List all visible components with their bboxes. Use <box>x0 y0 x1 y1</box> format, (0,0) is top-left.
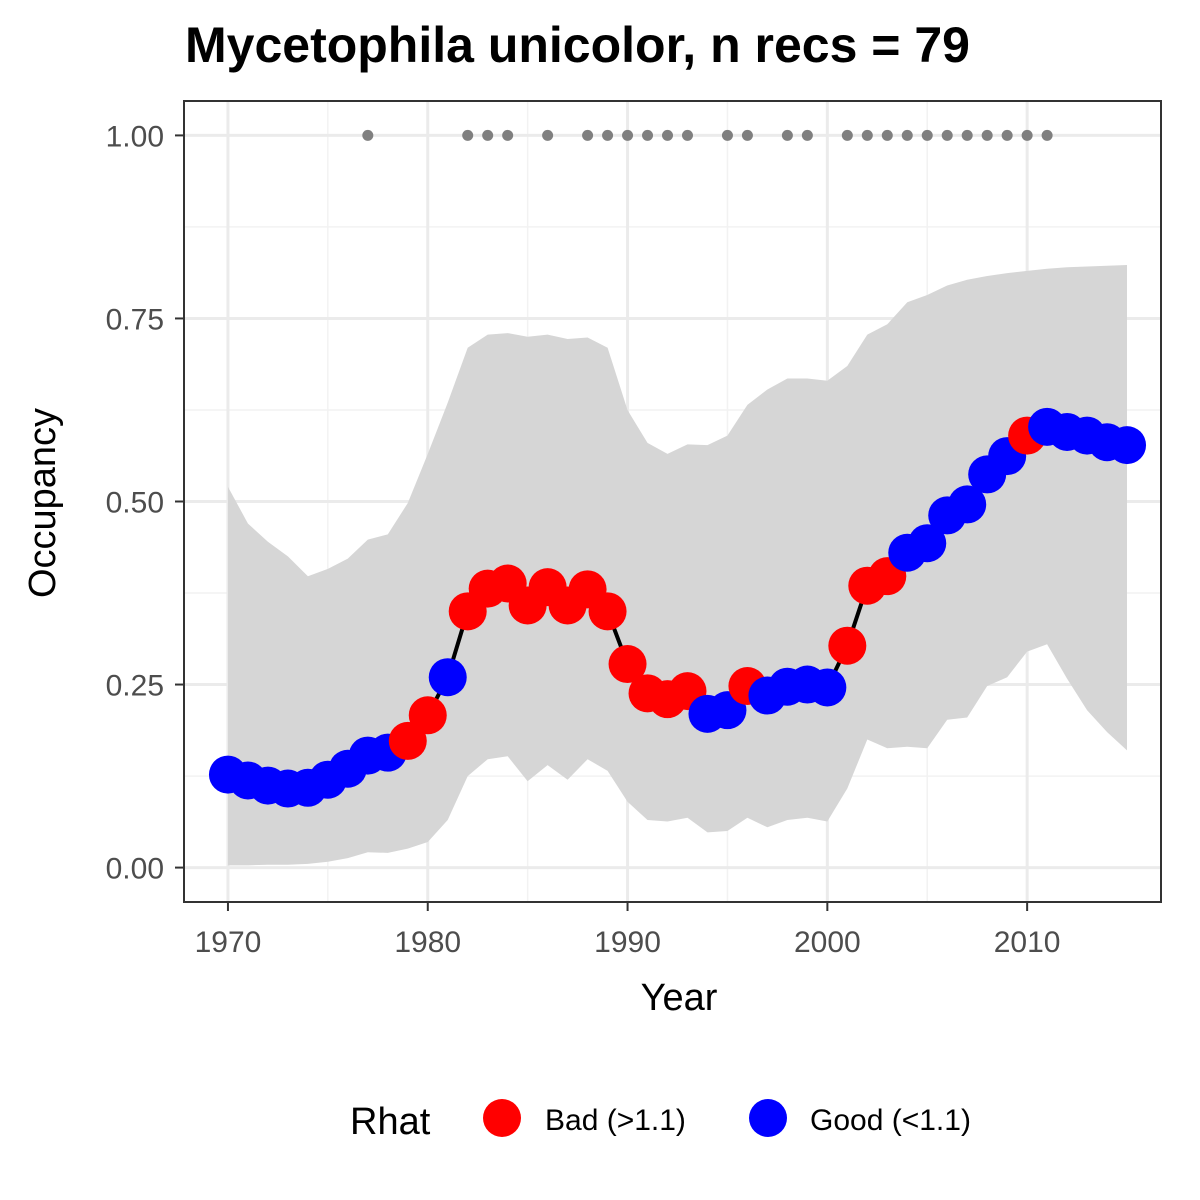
y-tick-label: 0.50 <box>106 487 164 520</box>
record-point <box>582 129 594 141</box>
record-point <box>901 129 913 141</box>
x-tick-label: 2010 <box>994 926 1061 959</box>
x-tick-label: 1970 <box>195 926 262 959</box>
record-point <box>602 129 614 141</box>
legend-key-good <box>749 1099 787 1137</box>
y-tick-label: 0.00 <box>106 853 164 886</box>
occupancy-point-good <box>428 658 467 697</box>
occupancy-point-bad <box>408 696 447 735</box>
record-point <box>881 129 893 141</box>
record-point <box>662 129 674 141</box>
record-point <box>642 129 654 141</box>
record-point <box>1041 129 1053 141</box>
occupancy-points-layer <box>208 407 1147 808</box>
record-point <box>861 129 873 141</box>
record-point <box>741 129 753 141</box>
occupancy-point-bad <box>828 626 867 665</box>
record-point <box>462 129 474 141</box>
record-point <box>482 129 494 141</box>
record-point <box>681 129 693 141</box>
chart-title: Mycetophila unicolor, n recs = 79 <box>185 17 970 73</box>
occupancy-point-good <box>908 524 947 563</box>
y-tick-label: 0.75 <box>106 303 164 336</box>
record-point <box>841 129 853 141</box>
records-layer <box>362 129 1053 141</box>
x-tick-label: 2000 <box>794 926 861 959</box>
record-point <box>981 129 993 141</box>
record-point <box>622 129 634 141</box>
y-tick-label: 0.25 <box>106 670 164 703</box>
y-axis: 0.00 0.25 0.50 0.75 1.00 <box>106 120 184 886</box>
record-point <box>1001 129 1013 141</box>
confidence-ribbon <box>228 265 1127 866</box>
x-axis-title: Year <box>641 977 718 1019</box>
y-tick-label: 1.00 <box>106 120 164 153</box>
plot-panel <box>183 100 1162 903</box>
occupancy-point-bad <box>388 721 427 760</box>
record-point <box>781 129 793 141</box>
x-tick-label: 1990 <box>594 926 661 959</box>
confidence-ribbon-layer <box>228 265 1127 866</box>
occupancy-point-bad <box>608 645 647 684</box>
occupancy-point-bad <box>588 592 627 631</box>
occupancy-point-good <box>1108 426 1147 465</box>
x-axis: 1970 1980 1990 2000 2010 <box>195 902 1061 959</box>
record-point <box>502 129 514 141</box>
record-point <box>801 129 813 141</box>
x-tick-label: 1980 <box>394 926 461 959</box>
legend: Rhat Bad (>1.1) Good (<1.1) <box>350 1099 971 1143</box>
record-point <box>921 129 933 141</box>
record-point <box>362 129 374 141</box>
record-point <box>1021 129 1033 141</box>
occupancy-point-good <box>948 485 987 524</box>
legend-key-bad <box>483 1099 521 1137</box>
record-point <box>721 129 733 141</box>
record-point <box>941 129 953 141</box>
y-axis-title: Occupancy <box>22 408 64 598</box>
occupancy-point-good <box>808 668 847 707</box>
legend-label-bad: Bad (>1.1) <box>545 1104 686 1137</box>
record-point <box>542 129 554 141</box>
legend-title: Rhat <box>350 1101 431 1143</box>
legend-label-good: Good (<1.1) <box>810 1104 971 1137</box>
record-point <box>961 129 973 141</box>
